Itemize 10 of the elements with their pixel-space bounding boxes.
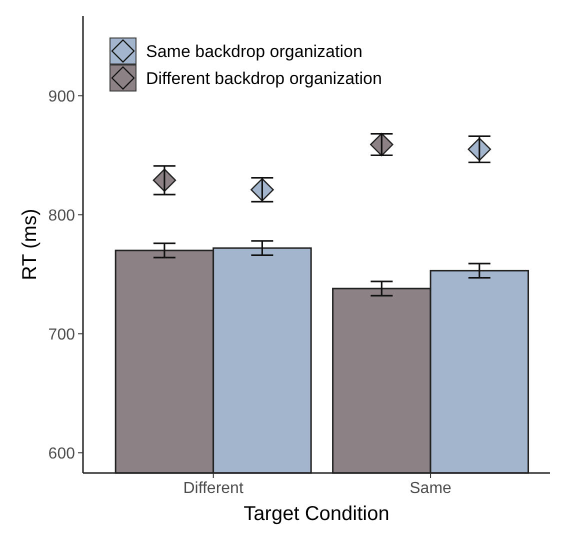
y-tick-label: 700: [48, 326, 76, 344]
y-axis-title: RT (ms): [19, 208, 41, 280]
legend-label: Different backdrop organization: [146, 68, 382, 88]
x-axis-title: Target Condition: [244, 503, 390, 525]
y-tick-label: 800: [48, 207, 76, 224]
x-tick-label: Different: [183, 480, 244, 497]
y-tick-label: 600: [48, 445, 76, 462]
legend-label: Same backdrop organization: [146, 42, 362, 61]
x-tick-label: Same: [410, 480, 452, 497]
y-tick-label: 900: [48, 88, 76, 106]
